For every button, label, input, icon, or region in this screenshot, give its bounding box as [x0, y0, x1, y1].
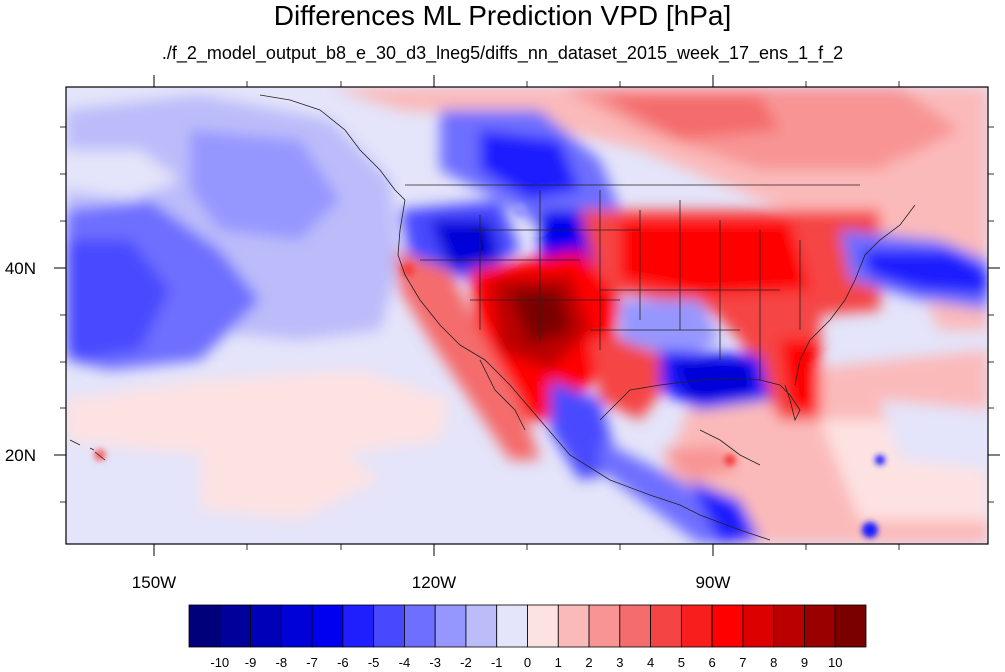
map-subtitle: ./f_2_model_output_b8_e_30_d3_lneg5/diff…	[161, 43, 844, 63]
coastlines	[69, 94, 916, 541]
map-title: Differences ML Prediction VPD [hPa]	[273, 0, 732, 31]
colorbar-label: -6	[337, 655, 349, 670]
lon-ticks	[153, 75, 714, 556]
lon-tick-label-150w: 150W	[132, 573, 176, 592]
colorbar-swatch	[496, 604, 528, 648]
colorbar-label: -5	[368, 655, 380, 670]
colorbar-swatch	[804, 604, 836, 648]
colorbar-swatch	[465, 604, 498, 648]
colorbar-label: 3	[616, 655, 623, 670]
lat-tick-label-20n: 20N	[5, 446, 36, 465]
colorbar-swatch	[834, 604, 867, 648]
colorbar-swatch	[650, 604, 682, 648]
colorbar-swatch	[188, 604, 221, 648]
colorbar-label: 7	[739, 655, 746, 670]
lon-tick-label-120w: 120W	[412, 573, 456, 592]
colorbar-label: -10	[210, 655, 229, 670]
colorbar-swatch	[373, 604, 405, 648]
colorbar-swatch	[434, 604, 467, 648]
colorbar-label: 0	[524, 655, 531, 670]
colorbar-swatch	[588, 604, 621, 648]
colorbar-swatch	[250, 604, 282, 648]
colorbar-label: -4	[399, 655, 411, 670]
colorbar-label: 5	[678, 655, 685, 670]
colorbar-swatch	[711, 604, 744, 648]
lon-minor-ticks	[246, 81, 900, 550]
colorbar-label: -2	[460, 655, 472, 670]
lat-ticks	[54, 267, 1000, 456]
vpd-difference-field	[66, 87, 988, 544]
colorbar: -10 -9 -8 -7 -6 -5 -4 -3 -2 -1 0 1 2 3 4 5 6 7 8 9 10	[188, 604, 867, 670]
colorbar-label: -9	[245, 655, 257, 670]
colorbar-label: 4	[647, 655, 654, 670]
colorbar-label: -1	[491, 655, 503, 670]
colorbar-label: -8	[276, 655, 288, 670]
colorbar-swatch	[557, 604, 590, 648]
colorbar-swatch	[773, 604, 805, 648]
colorbar-label: 2	[585, 655, 592, 670]
colorbar-swatch	[311, 604, 344, 648]
colorbar-label: -7	[306, 655, 318, 670]
colorbar-label: 6	[709, 655, 716, 670]
colorbar-label: 8	[770, 655, 777, 670]
colorbar-label: -3	[429, 655, 441, 670]
colorbar-swatch	[680, 604, 713, 648]
colorbar-swatch	[619, 604, 651, 648]
colorbar-swatch	[742, 604, 775, 648]
colorbar-swatch	[219, 604, 251, 648]
colorbar-label: 9	[801, 655, 808, 670]
lon-tick-label-90w: 90W	[696, 573, 731, 592]
colorbar-swatch	[527, 604, 559, 648]
colorbar-swatch	[404, 604, 436, 648]
colorbar-swatch	[280, 604, 313, 648]
lat-tick-label-40n: 40N	[5, 259, 36, 278]
lat-minor-ticks	[60, 126, 994, 503]
colorbar-label: 1	[555, 655, 562, 670]
colorbar-label: 10	[828, 655, 842, 670]
colorbar-swatch	[342, 604, 375, 648]
